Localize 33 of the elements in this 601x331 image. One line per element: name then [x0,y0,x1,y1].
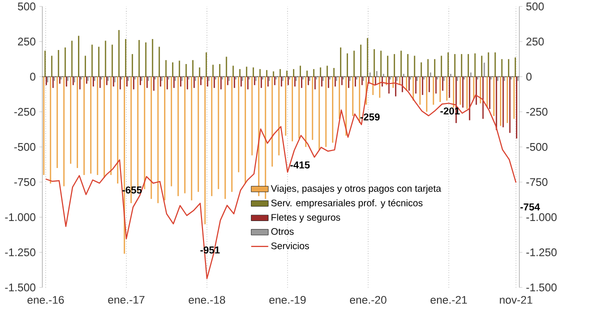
legend-label: Servicios [271,242,309,250]
y-tick-label: -1.250 [526,248,557,256]
y-tick-label: 250 [526,38,544,46]
legend-label: Fletes y seguros [272,214,340,223]
legend-label: Viajes, pasajes y otros pagos con tarjeta [270,184,442,194]
x-tick-label: ene.-19 [269,296,306,304]
x-tick-label: ene.-16 [28,296,64,304]
x-tick-label: ene.-21 [430,296,467,304]
y-tick-label: -1.500 [526,284,557,292]
y-tick-label: -1.000 [526,213,557,222]
y2-tick-label: -1.500 [5,284,36,292]
y-tick-label: -500 [526,143,548,151]
x-tick-label: nov-21 [500,296,532,304]
y2-tick-label: -500 [14,143,36,151]
y2-tick-label: 250 [18,38,36,46]
y-tick-label: -750 [526,178,548,186]
y2-tick-label: 0 [30,72,36,81]
annotation: -415 [290,161,310,168]
y2-tick-label: -750 [14,178,36,186]
y-tick-label: 500 [526,2,544,10]
legend-label: Serv. empresariales prof. y técnicos [271,199,422,208]
text: -754 [520,203,540,210]
legend-label: Otros [271,228,294,235]
y2-tick-label: 500 [18,2,36,10]
x-tick-label: ene.-17 [108,296,144,304]
x-tick-label: ene.-18 [188,296,226,304]
y2-tick-label: -1.000 [5,213,36,222]
y2-tick-label: -1.250 [5,248,36,256]
y-tick-label: -250 [526,108,548,116]
x-tick-label: ene.-20 [350,296,386,304]
y2-tick-label: -250 [14,108,36,116]
line-series [45,82,517,280]
y-tick-label: 0 [526,72,532,81]
